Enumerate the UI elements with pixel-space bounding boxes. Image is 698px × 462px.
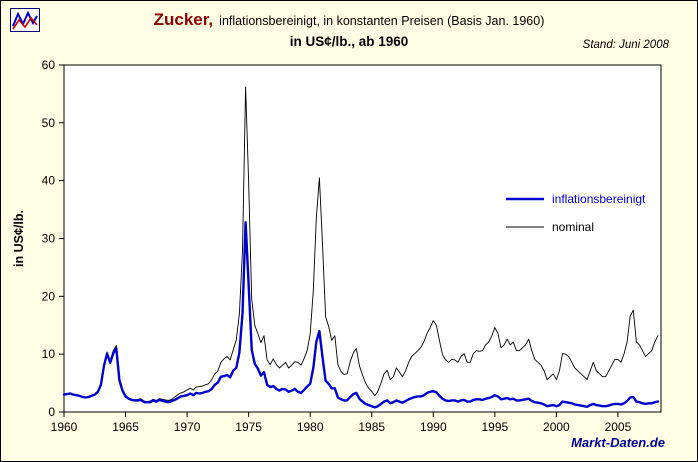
x-tick-label: 1980 [297,420,324,434]
x-tick-label: 1970 [174,420,201,434]
y-axis-title: in US¢/lb. [12,210,26,267]
logo-svg [10,8,40,32]
y-tick-label: 10 [42,347,56,361]
y-tick-label: 50 [42,116,56,130]
logo-icon [10,8,40,32]
chart-title-line1: Zucker, inflationsbereinigt, in konstant… [1,10,697,30]
x-tick-label: 2000 [543,420,570,434]
series-line-nominal [63,86,659,403]
plot-area [63,64,662,413]
y-tick-label: 20 [42,289,56,303]
legend-label-nominal: nominal [552,220,594,234]
x-tick-label: 1985 [358,420,385,434]
x-tick-label: 1965 [112,420,139,434]
x-tick-label: 1975 [235,420,262,434]
x-tick-label: 1995 [481,420,508,434]
plot-svg: 0 10 20 30 40 50 60 1960 1965 1970 1975 1980 1985 199… [12,58,662,434]
x-tick-label: 2005 [605,420,632,434]
y-tick-label: 40 [42,174,56,188]
y-tick-label: 0 [48,405,55,419]
series-line-inflationsbereinigt [62,221,660,409]
y-tick-label: 60 [42,58,56,72]
x-tick-label: 1990 [420,420,447,434]
y-tick-label: 30 [42,232,56,246]
site-watermark: Markt-Daten.de [571,435,665,450]
x-tick-label: 1960 [51,420,78,434]
title-sub: inflationsbereinigt, in konstanten Preis… [219,14,545,28]
stand-note: Stand: Juni 2008 [582,39,669,51]
title-main: Zucker, [153,10,214,29]
legend-label-inflationsbereinigt: inflationsbereinigt [552,192,646,206]
chart-title-line2: in US¢/lb., ab 1960 [289,34,409,49]
